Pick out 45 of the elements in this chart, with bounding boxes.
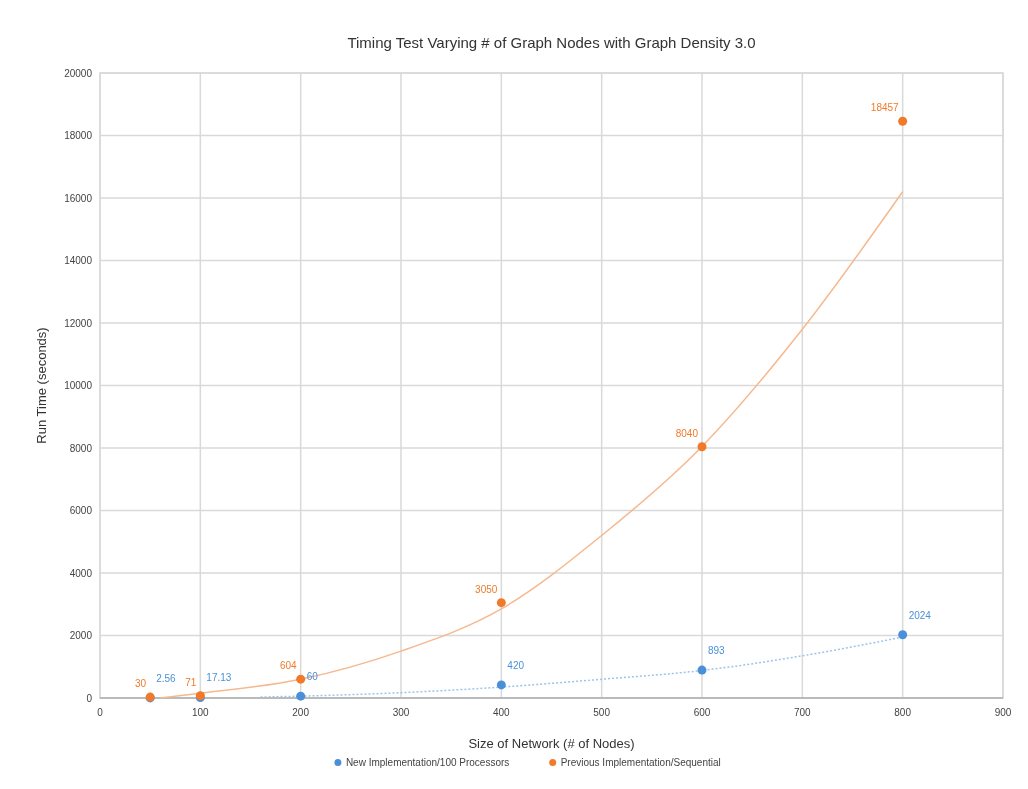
data-label: 2024 bbox=[908, 609, 932, 621]
x-tick-label: 500 bbox=[593, 707, 611, 718]
y-tick-label: 20000 bbox=[64, 67, 93, 79]
data-label: 17.13 bbox=[206, 672, 232, 684]
x-tick-label: 300 bbox=[392, 707, 410, 718]
x-tick-label: 100 bbox=[191, 707, 210, 718]
data-label: 18457 bbox=[870, 102, 900, 114]
point bbox=[496, 680, 506, 690]
legend-label: New Implementation/100 Processors bbox=[345, 757, 510, 768]
point bbox=[697, 442, 707, 452]
data-label: 3050 bbox=[475, 583, 498, 595]
x-axis-title: Size of Network (# of Nodes) bbox=[468, 736, 635, 751]
data-label: 71 bbox=[185, 676, 197, 688]
y-tick-label: 4000 bbox=[69, 567, 93, 579]
data-label: 420 bbox=[507, 659, 525, 671]
point bbox=[898, 630, 908, 640]
point bbox=[898, 116, 908, 126]
y-tick-label: 2000 bbox=[69, 630, 93, 641]
y-tick-label: 8000 bbox=[69, 442, 93, 454]
x-tick-label: 900 bbox=[994, 707, 1012, 718]
chart-title: Timing Test Varying # of Graph Nodes with Graph Density 3.0 bbox=[347, 34, 756, 51]
x-tick-label: 0 bbox=[97, 707, 104, 718]
data-label: 2.56 bbox=[156, 672, 177, 684]
x-tick-label: 700 bbox=[793, 707, 812, 718]
point bbox=[296, 674, 306, 684]
x-tick-label: 400 bbox=[492, 707, 511, 718]
x-tick-label: 200 bbox=[292, 707, 310, 718]
y-tick-label: 16000 bbox=[64, 192, 93, 204]
x-tick-label: 800 bbox=[894, 707, 912, 718]
y-tick-label: 14000 bbox=[64, 255, 93, 266]
y-tick-label: 18000 bbox=[64, 130, 93, 141]
point bbox=[296, 691, 306, 701]
y-tick-label: 12000 bbox=[64, 317, 93, 329]
legend-label: Previous Implementation/Sequential bbox=[560, 757, 721, 768]
data-label: 30 bbox=[135, 678, 147, 690]
data-label: 8040 bbox=[675, 427, 699, 439]
point bbox=[496, 598, 506, 608]
x-tick-label: 600 bbox=[693, 707, 711, 718]
point bbox=[697, 665, 707, 675]
data-label: 893 bbox=[708, 645, 726, 657]
data-label: 604 bbox=[279, 660, 298, 672]
y-axis-title: Run Time (seconds) bbox=[34, 327, 49, 444]
y-tick-label: 0 bbox=[86, 692, 93, 704]
y-tick-label: 10000 bbox=[64, 380, 93, 391]
y-tick-label: 6000 bbox=[69, 505, 93, 516]
